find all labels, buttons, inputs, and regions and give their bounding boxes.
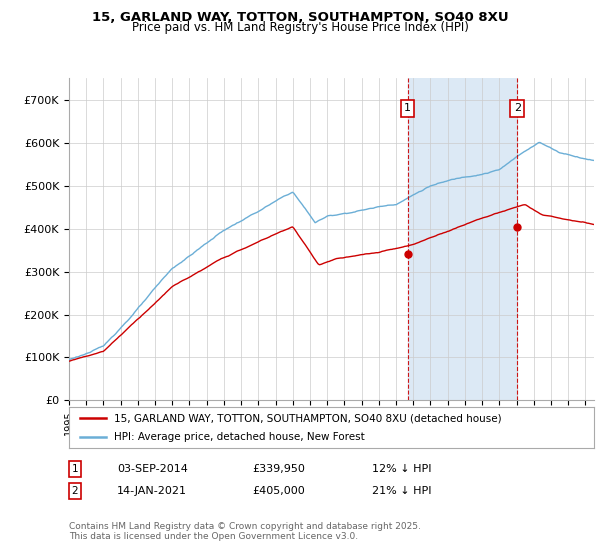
- Text: 14-JAN-2021: 14-JAN-2021: [117, 486, 187, 496]
- Text: Price paid vs. HM Land Registry's House Price Index (HPI): Price paid vs. HM Land Registry's House …: [131, 21, 469, 34]
- Text: 03-SEP-2014: 03-SEP-2014: [117, 464, 188, 474]
- Text: 2: 2: [514, 104, 521, 114]
- Text: 15, GARLAND WAY, TOTTON, SOUTHAMPTON, SO40 8XU (detached house): 15, GARLAND WAY, TOTTON, SOUTHAMPTON, SO…: [113, 413, 501, 423]
- Text: 1: 1: [71, 464, 79, 474]
- Text: 2: 2: [71, 486, 79, 496]
- Text: £405,000: £405,000: [252, 486, 305, 496]
- Text: 1: 1: [404, 104, 411, 114]
- Bar: [407, 78, 517, 400]
- Text: HPI: Average price, detached house, New Forest: HPI: Average price, detached house, New …: [113, 432, 364, 442]
- Text: Contains HM Land Registry data © Crown copyright and database right 2025.
This d: Contains HM Land Registry data © Crown c…: [69, 522, 421, 542]
- Text: £339,950: £339,950: [252, 464, 305, 474]
- Text: 21% ↓ HPI: 21% ↓ HPI: [372, 486, 431, 496]
- Text: 12% ↓ HPI: 12% ↓ HPI: [372, 464, 431, 474]
- Text: 15, GARLAND WAY, TOTTON, SOUTHAMPTON, SO40 8XU: 15, GARLAND WAY, TOTTON, SOUTHAMPTON, SO…: [92, 11, 508, 24]
